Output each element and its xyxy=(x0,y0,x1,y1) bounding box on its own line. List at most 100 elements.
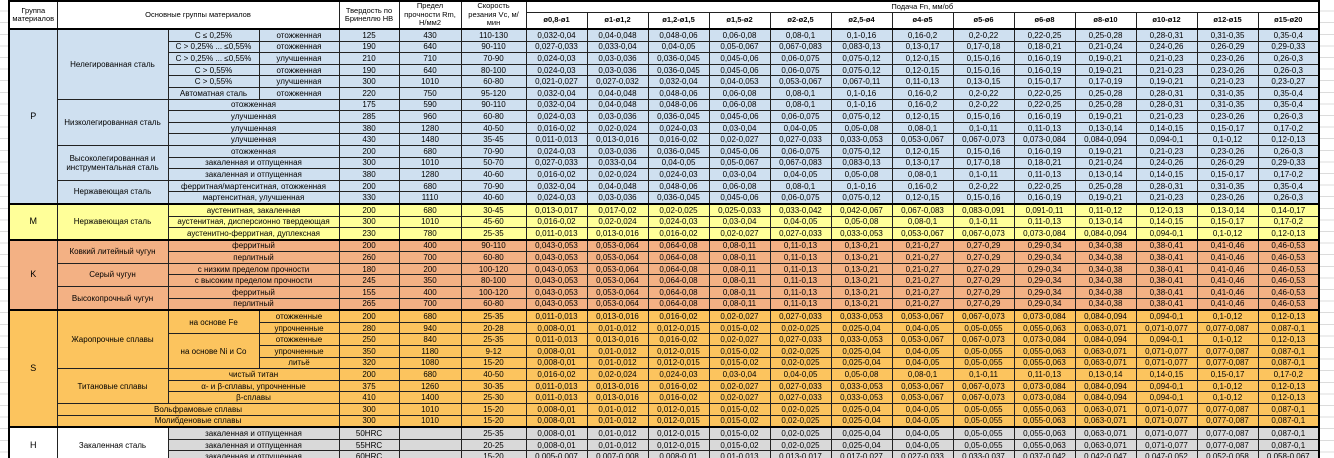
feed-cell: 0,01-0,012 xyxy=(586,321,649,335)
feed-cell: 0,08-0,1 xyxy=(769,179,832,193)
hardness-cell: 125 xyxy=(338,27,400,42)
feed-cell: 0,043-0,053 xyxy=(525,251,588,264)
speed-cell: 40-50 xyxy=(460,121,527,135)
feed-cell: 0,02-0,027 xyxy=(708,133,771,146)
feed-cell: 0,34-0,38 xyxy=(1074,238,1137,253)
material-cell: с низким пределом прочности xyxy=(167,262,340,276)
speed-cell: 25-35 xyxy=(460,333,527,347)
feed-cell: 0,28-0,31 xyxy=(1135,98,1198,112)
feed-cell: 0,29-0,34 xyxy=(1013,238,1076,253)
feed-cell: 0,08-0,1 xyxy=(891,121,954,135)
feed-cell: 0,01-0,012 xyxy=(586,403,649,416)
material-cell: Жаропрочные сплавы xyxy=(56,309,169,370)
feed-cell: 0,25-0,28 xyxy=(1074,86,1137,100)
speed-cell: 15-20 xyxy=(460,414,527,428)
feed-cell: 0,21-0,23 xyxy=(1135,63,1198,77)
feed-cell: 0,025-0,04 xyxy=(830,356,893,370)
feed-cell: 0,02-0,027 xyxy=(708,227,771,241)
feed-cell: 0,055-0,063 xyxy=(1013,403,1076,416)
feed-cell: 0,21-0,27 xyxy=(891,274,954,288)
feed-cell: 0,013-0,016 xyxy=(586,227,649,241)
speed-cell: 60-80 xyxy=(460,75,527,88)
material-cell: C > 0,55% xyxy=(167,75,260,88)
feed-cell: 0,011-0,013 xyxy=(525,333,588,347)
feed-cell: 0,26-0,3 xyxy=(1257,191,1320,205)
feed-cell: 0,016-0,02 xyxy=(647,133,710,146)
feed-cell: 0,35-0,4 xyxy=(1257,179,1320,193)
feed-cell: 0,094-0,1 xyxy=(1135,333,1198,347)
material-cell: Ковкий литейный чугун xyxy=(56,238,169,264)
strength-cell: 1010 xyxy=(398,215,462,229)
feed-cell: 0,21-0,24 xyxy=(1074,156,1137,170)
feed-cell: 0,21-0,23 xyxy=(1135,110,1198,123)
feed-cell: 0,13-0,17 xyxy=(891,156,954,170)
header-diameter-range: ø2,5-ø4 xyxy=(830,11,893,30)
feed-cell: 0,013-0,017 xyxy=(769,450,832,458)
feed-cell: 0,13-0,21 xyxy=(830,262,893,276)
feed-cell: 0,05-0,08 xyxy=(830,368,893,381)
header-diameter-range: ø8-ø10 xyxy=(1074,11,1137,30)
header-feed: Подача Fn, мм/об xyxy=(525,0,1320,13)
strength-cell: 750 xyxy=(398,86,462,100)
feed-cell: 0,13-0,14 xyxy=(1074,168,1137,181)
feed-cell: 0,34-0,38 xyxy=(1074,251,1137,264)
spreadsheet-left-gutter xyxy=(0,0,8,458)
feed-cell: 0,024-0,03 xyxy=(525,52,588,65)
material-cell: на основе Fe xyxy=(167,309,260,335)
feed-cell: 0,064-0,08 xyxy=(647,286,710,299)
feed-cell: 0,01-0,012 xyxy=(586,414,649,428)
feed-cell: 0,027-0,033 xyxy=(769,309,832,323)
strength-cell: 1280 xyxy=(398,121,462,135)
feed-cell: 0,23-0,26 xyxy=(1196,63,1259,77)
feed-cell: 0,06-0,08 xyxy=(708,98,771,112)
feed-cell: 0,067-0,073 xyxy=(952,333,1015,347)
feed-cell: 0,35-0,4 xyxy=(1257,27,1320,42)
feed-cell: 0,17-0,18 xyxy=(952,40,1015,54)
hardness-cell: 375 xyxy=(338,379,400,393)
material-cell: Высоколегированная и инструментальная ст… xyxy=(56,144,169,181)
feed-cell: 0,38-0,41 xyxy=(1135,262,1198,276)
feed-cell: 0,11-0,12 xyxy=(1074,202,1137,217)
feed-cell: 0,28-0,31 xyxy=(1135,27,1198,42)
feed-cell: 0,021-0,027 xyxy=(525,75,588,88)
material-cell: β-сплавы xyxy=(167,391,340,404)
feed-cell: 0,01-0,012 xyxy=(586,426,649,440)
speed-cell: 60-80 xyxy=(460,251,527,264)
strength-cell: 1280 xyxy=(398,168,462,181)
feed-cell: 0,084-0,094 xyxy=(1074,391,1137,404)
feed-cell: 0,18-0,21 xyxy=(1013,156,1076,170)
material-cell: отожженная xyxy=(258,27,340,42)
feed-cell: 0,043-0,053 xyxy=(525,262,588,276)
feed-cell: 0,033-0,053 xyxy=(830,133,893,146)
feed-cell: 0,21-0,27 xyxy=(891,238,954,253)
feed-cell: 0,25-0,28 xyxy=(1074,179,1137,193)
speed-cell: 30-35 xyxy=(460,379,527,393)
feed-cell: 0,012-0,015 xyxy=(647,345,710,358)
feed-cell: 0,033-0,053 xyxy=(830,379,893,393)
feed-cell: 0,063-0,071 xyxy=(1074,345,1137,358)
hardness-cell: 330 xyxy=(338,191,400,205)
feed-cell: 0,015-0,02 xyxy=(708,356,771,370)
feed-cell: 0,048-0,06 xyxy=(647,27,710,42)
feed-cell: 0,025-0,033 xyxy=(708,202,771,217)
material-cell: улучшенная xyxy=(167,121,340,135)
feed-cell: 0,083-0,13 xyxy=(830,40,893,54)
feed-cell: 0,21-0,27 xyxy=(891,297,954,311)
feed-cell: 0,016-0,02 xyxy=(647,391,710,404)
feed-cell: 0,007-0,008 xyxy=(586,450,649,458)
feed-cell: 0,34-0,38 xyxy=(1074,286,1137,299)
feed-cell: 0,14-0,15 xyxy=(1135,168,1198,181)
feed-cell: 0,053-0,064 xyxy=(586,238,649,253)
feed-cell: 0,075-0,12 xyxy=(830,191,893,205)
feed-cell: 0,06-0,08 xyxy=(708,86,771,100)
feed-cell: 0,027-0,033 xyxy=(769,391,832,404)
feed-cell: 0,077-0,087 xyxy=(1196,345,1259,358)
feed-cell: 0,024-0,03 xyxy=(525,144,588,158)
feed-cell: 0,071-0,077 xyxy=(1135,345,1198,358)
feed-cell: 0,1-0,16 xyxy=(830,179,893,193)
feed-cell: 0,094-0,1 xyxy=(1135,391,1198,404)
feed-cell: 0,27-0,29 xyxy=(952,274,1015,288)
feed-cell: 0,03-0,036 xyxy=(586,191,649,205)
speed-cell: 70-90 xyxy=(460,52,527,65)
feed-cell: 0,04-0,05 xyxy=(769,168,832,181)
